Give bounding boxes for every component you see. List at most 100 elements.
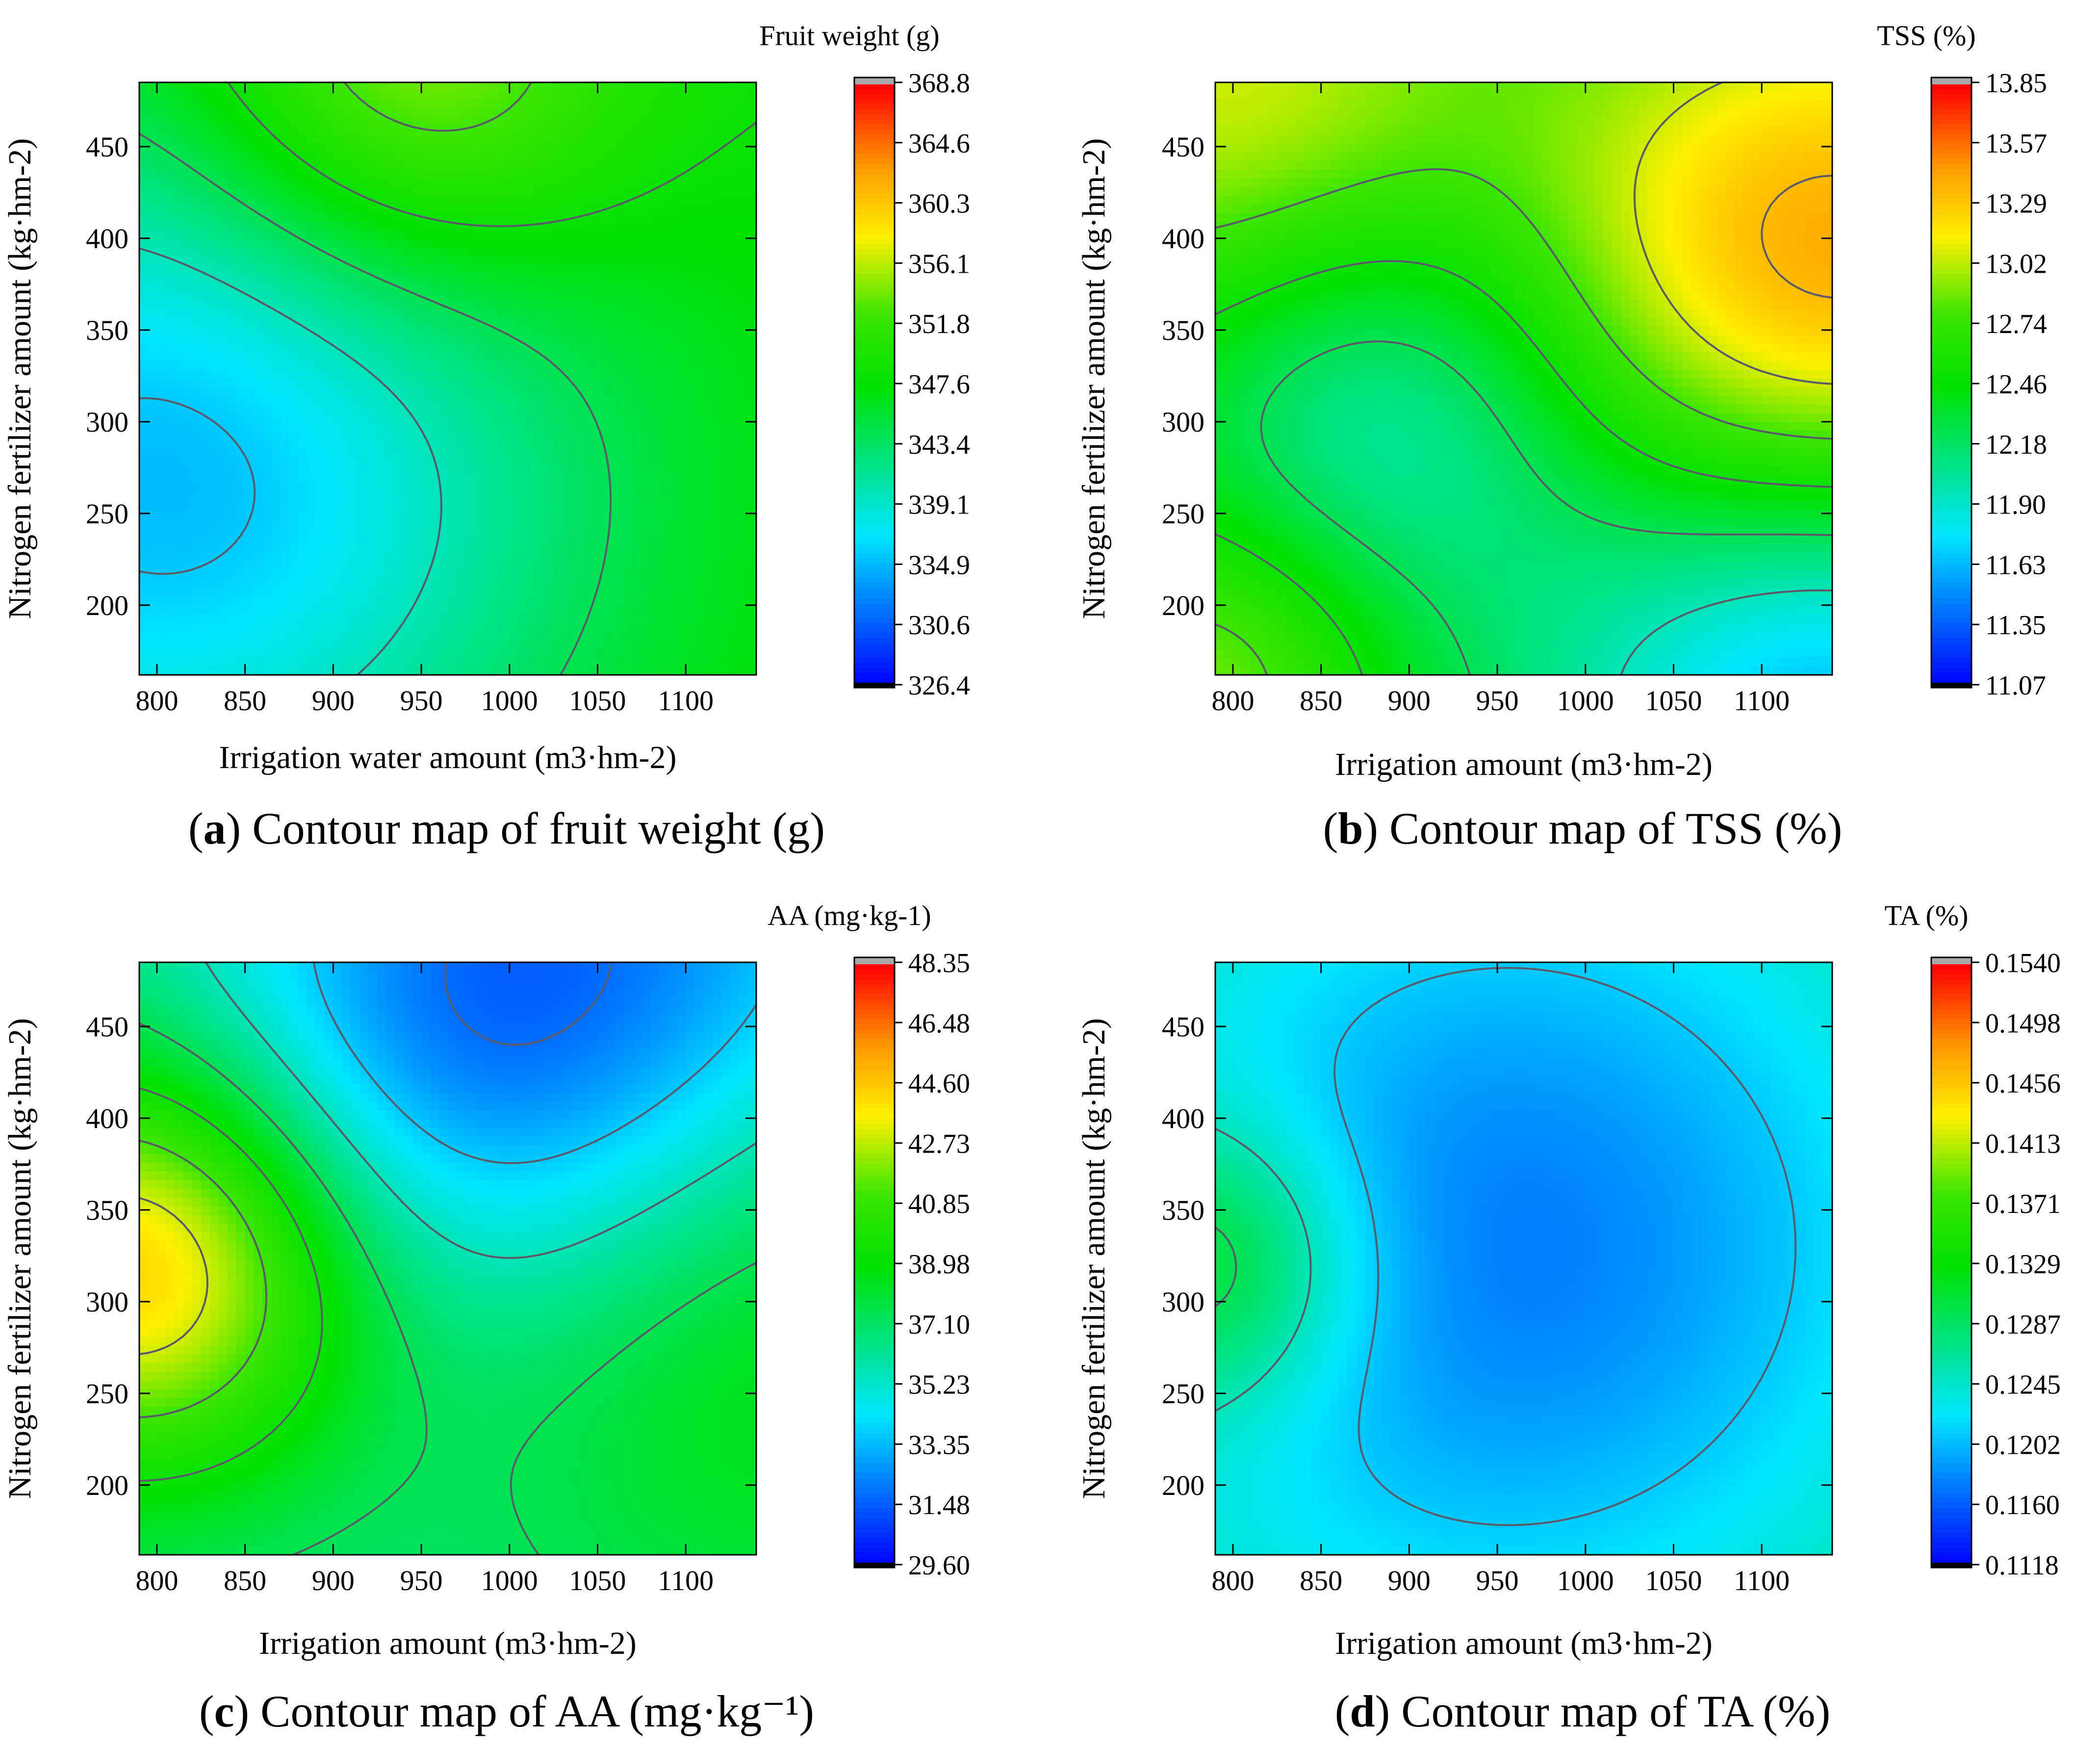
heatmap-cell <box>650 291 660 301</box>
heatmap-cell <box>148 448 157 458</box>
heatmap-cell <box>219 527 228 536</box>
heatmap-cell <box>157 344 166 353</box>
heatmap-cell <box>650 448 660 458</box>
heatmap-cell <box>245 431 255 440</box>
heatmap-cell <box>324 413 333 423</box>
heatmap-cell <box>236 361 246 371</box>
heatmap-cell <box>589 501 598 510</box>
heatmap-cell <box>598 457 607 466</box>
heatmap-cell <box>721 448 730 458</box>
heatmap-cell <box>281 187 290 196</box>
heatmap-cell <box>712 596 721 606</box>
heatmap-cell <box>554 457 563 466</box>
heatmap-cell <box>148 536 157 545</box>
heatmap-cell <box>404 666 413 675</box>
heatmap-cell <box>166 631 175 641</box>
heatmap-cell <box>359 614 369 623</box>
heatmap-cell <box>430 658 439 667</box>
heatmap-cell <box>1374 82 1383 92</box>
heatmap-cell <box>430 143 439 153</box>
heatmap-cell <box>492 361 501 371</box>
heatmap-cell <box>510 187 519 196</box>
heatmap-cell <box>439 283 448 292</box>
heatmap-cell <box>747 396 757 406</box>
heatmap-cell <box>483 588 492 597</box>
heatmap-cell <box>607 518 616 527</box>
heatmap-cell <box>315 257 325 266</box>
heatmap-cell <box>668 439 677 449</box>
heatmap-cell <box>342 649 351 658</box>
heatmap-cell <box>624 536 633 545</box>
heatmap-cell <box>157 431 166 440</box>
heatmap-cell <box>501 170 510 179</box>
heatmap-cell <box>289 326 299 335</box>
heatmap-cell <box>157 196 166 205</box>
heatmap-cell <box>412 91 422 101</box>
heatmap-cell <box>474 483 484 492</box>
heatmap-cell <box>395 614 404 623</box>
heatmap-cell <box>377 536 386 545</box>
heatmap-cell <box>607 562 616 571</box>
heatmap-cell <box>448 370 457 379</box>
heatmap-cell <box>598 135 607 144</box>
heatmap-cell <box>386 170 395 179</box>
heatmap-cell <box>563 448 572 458</box>
heatmap-cell <box>563 579 572 589</box>
heatmap-cell <box>166 170 175 179</box>
heatmap-cell <box>747 579 757 589</box>
heatmap-cell <box>139 596 149 606</box>
heatmap-cell <box>650 318 660 327</box>
heatmap-cell <box>571 562 581 571</box>
heatmap-cell <box>342 326 351 335</box>
heatmap-cell <box>650 126 660 135</box>
heatmap-cell <box>228 265 237 275</box>
heatmap-cell <box>175 309 184 318</box>
heatmap-cell <box>474 536 484 545</box>
heatmap-cell <box>650 213 660 223</box>
heatmap-cell <box>228 257 237 266</box>
heatmap-cell <box>219 492 228 501</box>
heatmap-cell <box>351 387 360 397</box>
heatmap-cell <box>315 361 325 371</box>
heatmap-cell <box>703 553 713 562</box>
heatmap-cell <box>175 457 184 466</box>
heatmap-cell <box>333 640 342 649</box>
heatmap-cell <box>492 658 501 667</box>
heatmap-cell <box>157 448 166 458</box>
heatmap-cell <box>483 570 492 580</box>
heatmap-cell <box>386 466 395 475</box>
heatmap-cell <box>377 614 386 623</box>
heatmap-cell <box>183 588 193 597</box>
heatmap-cell <box>359 448 369 458</box>
heatmap-cell <box>747 649 757 658</box>
heatmap-cell <box>307 152 316 161</box>
heatmap-cell <box>545 265 554 275</box>
heatmap-cell <box>465 222 475 231</box>
heatmap-cell <box>324 457 333 466</box>
heatmap-cell <box>668 596 677 606</box>
heatmap-cell <box>298 666 307 675</box>
heatmap-cell <box>148 474 157 484</box>
heatmap-cell <box>324 596 333 606</box>
heatmap-cell <box>686 553 695 562</box>
heatmap-cell <box>175 466 184 475</box>
heatmap-cell <box>298 135 307 144</box>
heatmap-cell <box>210 187 219 196</box>
heatmap-cell <box>1259 82 1269 92</box>
heatmap-cell <box>483 605 492 615</box>
colorbar-segment <box>854 319 895 324</box>
heatmap-cell <box>527 265 537 275</box>
heatmap-cell <box>703 596 713 606</box>
heatmap-cell <box>289 448 299 458</box>
heatmap-cell <box>536 82 545 92</box>
heatmap-cell <box>457 100 466 109</box>
heatmap-cell <box>166 178 175 187</box>
heatmap-cell <box>739 405 748 414</box>
heatmap-cell <box>166 335 175 344</box>
heatmap-cell <box>457 562 466 571</box>
heatmap-cell <box>245 239 255 249</box>
heatmap-cell <box>563 562 572 571</box>
heatmap-cell <box>641 344 651 353</box>
heatmap-cell <box>571 126 581 135</box>
heatmap-cell <box>492 553 501 562</box>
